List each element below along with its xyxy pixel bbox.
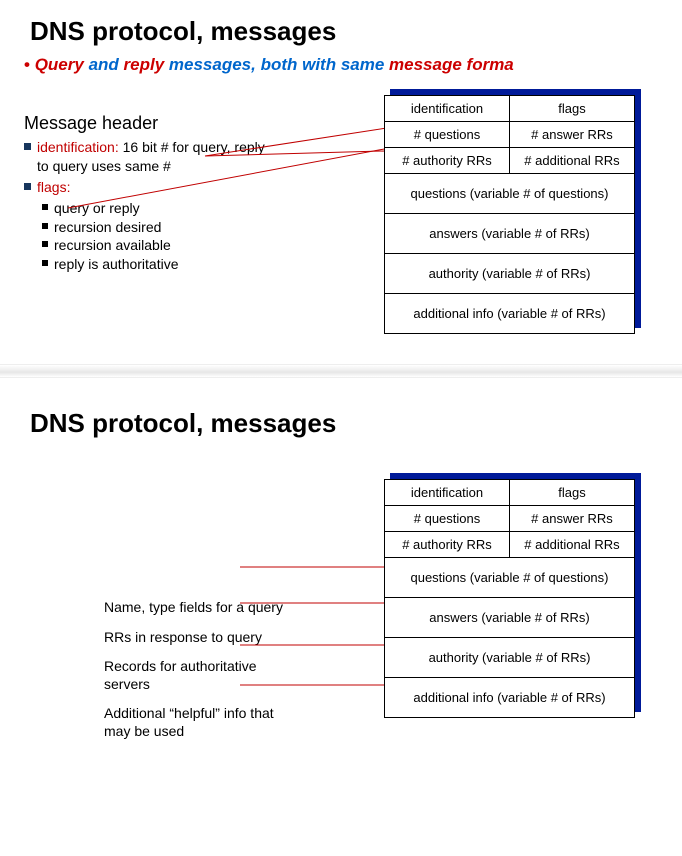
- cell-answer-rrs: # answer RRs: [510, 506, 635, 532]
- cell-flags: flags: [510, 96, 635, 122]
- cell-authority-var: authority (variable # of RRs): [385, 638, 635, 678]
- cell-questions-var: questions (variable # of questions): [385, 558, 635, 598]
- annotation-additional: Additional “helpful” info that may be us…: [104, 705, 284, 740]
- bullet-flag-item: recursion available: [42, 236, 274, 255]
- cell-answers-var: answers (variable # of RRs): [385, 598, 635, 638]
- bullet-flags: flags:: [24, 178, 274, 197]
- slide-title: DNS protocol, messages: [30, 408, 682, 439]
- bullet-flag-item: recursion desired: [42, 218, 274, 237]
- ident-label: identification:: [37, 139, 123, 155]
- square-bullet-icon: [24, 143, 31, 150]
- flag-item-text: recursion desired: [54, 218, 161, 237]
- cell-authority-var: authority (variable # of RRs): [385, 254, 635, 294]
- square-bullet-icon: [42, 260, 48, 266]
- cell-authority-rrs: # authority RRs: [385, 532, 510, 558]
- slide-divider: [0, 364, 682, 378]
- slide-2: DNS protocol, messages Name, type fields…: [0, 378, 682, 782]
- slide-title: DNS protocol, messages: [30, 16, 682, 47]
- cell-additional-var: additional info (variable # of RRs): [385, 678, 635, 718]
- cell-answers-var: answers (variable # of RRs): [385, 214, 635, 254]
- flag-item-text: reply is authoritative: [54, 255, 179, 274]
- bullet-flag-item: query or reply: [42, 199, 274, 218]
- slide-1: DNS protocol, messages • Query and reply…: [0, 0, 682, 364]
- cell-flags: flags: [510, 480, 635, 506]
- cell-questions: # questions: [385, 122, 510, 148]
- square-bullet-icon: [24, 183, 31, 190]
- message-table-wrap: identificationflags # questions# answer …: [384, 479, 635, 718]
- cell-identification: identification: [385, 480, 510, 506]
- subtitle-part-format: message forma: [389, 55, 514, 74]
- annotation-column: Name, type fields for a query RRs in res…: [24, 479, 284, 752]
- bullet-text: identification: 16 bit # for query, repl…: [37, 138, 274, 176]
- cell-authority-rrs: # authority RRs: [385, 148, 510, 174]
- annotation-authoritative: Records for authoritative servers: [104, 658, 284, 693]
- cell-additional-var: additional info (variable # of RRs): [385, 294, 635, 334]
- square-bullet-icon: [42, 223, 48, 229]
- cell-questions-var: questions (variable # of questions): [385, 174, 635, 214]
- annotation-query: Name, type fields for a query: [104, 599, 284, 617]
- content-row: Name, type fields for a query RRs in res…: [24, 479, 682, 752]
- message-format-table: identificationflags # questions# answer …: [384, 95, 635, 334]
- message-format-table: identificationflags # questions# answer …: [384, 479, 635, 718]
- bullet-dot: •: [24, 55, 35, 74]
- subtitle-part-and: and: [89, 55, 124, 74]
- content-row: Message header identification: 16 bit # …: [24, 95, 682, 334]
- flags-label: flags:: [37, 179, 70, 195]
- cell-answer-rrs: # answer RRs: [510, 122, 635, 148]
- slide-subtitle: • Query and reply messages, both with sa…: [24, 55, 682, 75]
- square-bullet-icon: [42, 204, 48, 210]
- bullet-flag-item: reply is authoritative: [42, 255, 274, 274]
- subtitle-part-query: Query: [35, 55, 84, 74]
- flag-item-text: query or reply: [54, 199, 140, 218]
- cell-additional-rrs: # additional RRs: [510, 532, 635, 558]
- message-table-wrap: identificationflags # questions# answer …: [384, 95, 635, 334]
- cell-identification: identification: [385, 96, 510, 122]
- bullet-identification: identification: 16 bit # for query, repl…: [24, 138, 274, 176]
- square-bullet-icon: [42, 241, 48, 247]
- annotation-response: RRs in response to query: [104, 629, 284, 647]
- subtitle-part-reply: reply: [124, 55, 165, 74]
- cell-questions: # questions: [385, 506, 510, 532]
- message-header-title: Message header: [24, 113, 274, 134]
- subtitle-part-msg: messages, both with same: [169, 55, 389, 74]
- cell-additional-rrs: # additional RRs: [510, 148, 635, 174]
- flag-item-text: recursion available: [54, 236, 171, 255]
- left-column: Message header identification: 16 bit # …: [24, 95, 274, 274]
